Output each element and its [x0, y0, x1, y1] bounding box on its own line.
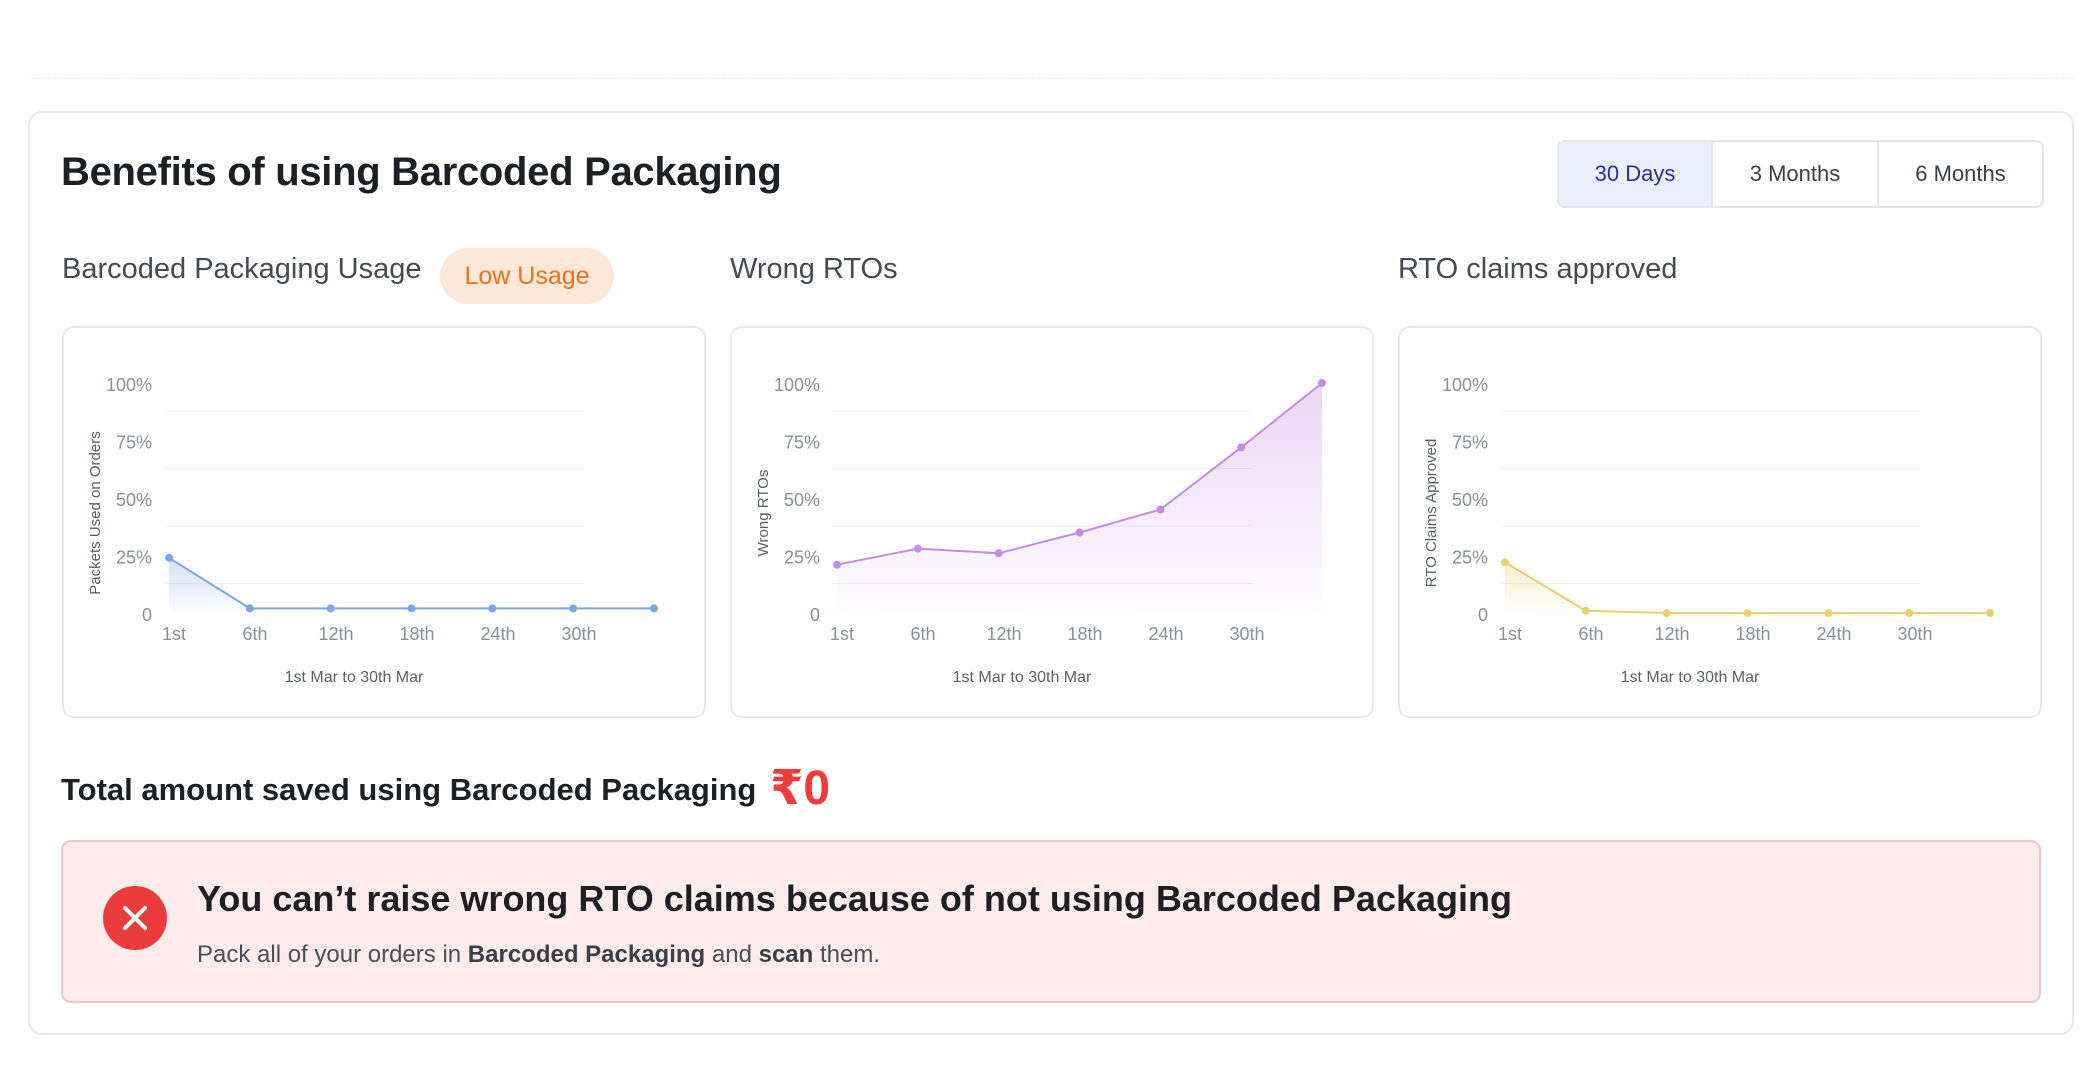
total-saved-label: Total amount saved using Barcoded Packag…	[61, 772, 757, 807]
x-tick-label: 6th	[242, 624, 267, 644]
data-point	[833, 560, 841, 569]
alert-text-post: them.	[813, 941, 881, 968]
top-divider	[28, 78, 2074, 84]
x-tick-label: 6th	[910, 624, 935, 644]
x-icon	[123, 906, 147, 930]
x-axis-label: 1st Mar to 30th Mar	[1621, 669, 1760, 686]
page-title: Benefits of using Barcoded Packaging	[61, 150, 782, 194]
y-tick-label: 25%	[1452, 548, 1488, 568]
alert-text-pre: Pack all of your orders in	[197, 941, 468, 968]
data-point	[1743, 609, 1752, 617]
alert-text-mid: and	[705, 941, 759, 968]
data-point	[326, 604, 335, 613]
data-point	[407, 604, 416, 613]
x-tick-label: 6th	[1578, 624, 1603, 644]
series-line	[1504, 561, 1990, 614]
x-axis-label: 1st Mar to 30th Mar	[953, 669, 1092, 686]
wrong-rto-chart-svg: 100% 75% 50% 25% 0 1st 6th 12th 18th 24th 30th Wron…	[755, 375, 1326, 686]
data-point	[1156, 505, 1165, 514]
data-point	[1581, 606, 1590, 615]
y-tick-label: 75%	[784, 433, 820, 453]
tab-6-months[interactable]: 6 Months	[1915, 161, 2006, 186]
alert-text-bold-scan: scan	[758, 941, 814, 968]
y-axis-label: Wrong RTOs	[755, 470, 772, 557]
data-point	[994, 549, 1003, 558]
wrong-rto-chart: 100% 75% 50% 25% 0 1st 6th 12th 18th 24th 30th Wron…	[730, 326, 1374, 718]
series-area	[837, 383, 1322, 613]
x-tick-label: 30th	[561, 624, 596, 644]
data-point	[569, 604, 578, 613]
usage-chart-svg: 100% 75% 50% 25% 0 1st 6th 12th 18th 24th 30th Pack…	[87, 375, 658, 686]
y-tick-label: 50%	[116, 490, 152, 510]
total-saved-value: ₹0	[770, 762, 831, 815]
y-tick-label: 100%	[106, 375, 152, 395]
x-tick-label: 12th	[318, 624, 353, 644]
x-tick-label: 12th	[1654, 624, 1689, 644]
data-point	[165, 553, 173, 562]
error-alert: You can’t raise wrong RTO claims because…	[61, 840, 2041, 1003]
alert-text: Pack all of your orders in Barcoded Pack…	[197, 941, 880, 969]
y-tick-label: 25%	[784, 548, 820, 568]
x-tick-label: 12th	[986, 624, 1021, 644]
x-tick-label: 24th	[1816, 624, 1851, 644]
data-point	[488, 604, 497, 613]
data-point	[1501, 558, 1509, 567]
alert-title: You can’t raise wrong RTO claims because…	[197, 878, 1512, 919]
series-area	[1505, 562, 1990, 613]
y-axis-label: RTO Claims Approved	[1423, 439, 1440, 588]
data-point	[1824, 609, 1833, 617]
data-point	[1662, 609, 1671, 617]
data-point	[1986, 609, 1994, 617]
wrong-rto-section-title: Wrong RTOs	[730, 253, 898, 285]
y-tick-label: 50%	[784, 490, 820, 510]
y-tick-label: 75%	[116, 433, 152, 453]
claims-chart: 100% 75% 50% 25% 0 1st 6th 12th 18th 24th 30th RTO …	[1398, 326, 2042, 718]
data-point	[1905, 609, 1914, 617]
y-tick-label: 0	[142, 605, 152, 625]
claims-chart-svg: 100% 75% 50% 25% 0 1st 6th 12th 18th 24th 30th RTO …	[1423, 375, 1994, 686]
data-point	[1318, 379, 1326, 387]
x-tick-label: 1st	[1498, 624, 1522, 644]
claims-section-title: RTO claims approved	[1398, 253, 1678, 285]
y-tick-label: 0	[1478, 605, 1488, 625]
data-point	[913, 544, 922, 553]
series-area	[169, 557, 654, 613]
tab-30-days[interactable]: 30 Days	[1559, 142, 1713, 206]
usage-chart: 100% 75% 50% 25% 0 1st 6th 12th 18th 24th 30th Pack…	[62, 326, 706, 718]
y-tick-label: 25%	[116, 548, 152, 568]
low-usage-badge: Low Usage	[440, 248, 614, 304]
x-tick-label: 18th	[1067, 624, 1102, 644]
usage-section-title: Barcoded Packaging Usage	[62, 253, 422, 285]
y-tick-label: 100%	[774, 375, 820, 395]
data-point	[650, 604, 658, 613]
y-tick-label: 0	[810, 605, 820, 625]
x-tick-label: 1st	[830, 624, 854, 644]
y-tick-label: 50%	[1452, 490, 1488, 510]
x-tick-label: 18th	[1735, 624, 1770, 644]
data-point	[1075, 528, 1084, 537]
x-tick-label: 24th	[480, 624, 515, 644]
tab-3-months[interactable]: 3 Months	[1713, 142, 1879, 206]
x-tick-label: 1st	[162, 624, 186, 644]
x-tick-label: 30th	[1897, 624, 1932, 644]
x-tick-label: 18th	[399, 624, 434, 644]
period-selector: 30 Days 3 Months 6 Months	[1557, 140, 2044, 208]
alert-text-bold-packaging: Barcoded Packaging	[467, 941, 706, 968]
y-axis-label: Packets Used on Orders	[87, 431, 104, 594]
y-tick-label: 100%	[1442, 375, 1488, 395]
close-circle-icon	[103, 886, 167, 950]
y-tick-label: 75%	[1452, 433, 1488, 453]
x-axis-label: 1st Mar to 30th Mar	[285, 669, 424, 686]
x-tick-label: 30th	[1229, 624, 1264, 644]
data-point	[1237, 443, 1246, 452]
x-tick-label: 24th	[1148, 624, 1183, 644]
data-point	[245, 604, 254, 613]
